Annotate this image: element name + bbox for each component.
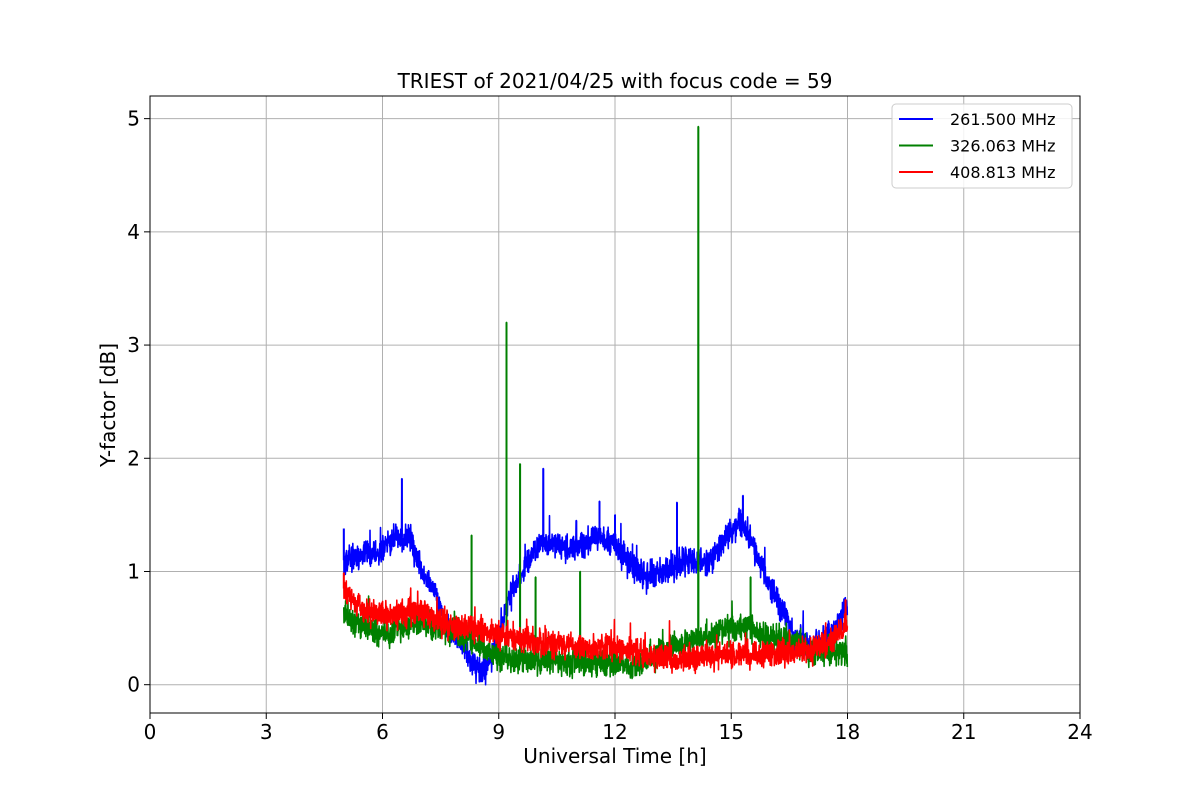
legend-label: 326.063 MHz [950,137,1055,156]
x-tick-label: 3 [260,720,273,744]
x-tick-label: 12 [602,720,627,744]
series-layer [342,125,849,686]
legend: 261.500 MHz 326.063 MHz 408.813 MHz [891,103,1073,189]
y-tick-label: 1 [127,559,140,583]
y-axis-label: Y-factor [dB] [96,343,120,468]
x-tick-label: 24 [1067,720,1092,744]
x-tick-label: 21 [951,720,976,744]
legend-label: 261.500 MHz [950,110,1055,129]
x-tick-label: 15 [719,720,744,744]
series-line-0 [342,467,849,686]
legend-box [891,103,1073,189]
x-tick-label: 9 [492,720,505,744]
x-axis-label: Universal Time [h] [523,744,706,768]
x-tick-label: 0 [144,720,157,744]
y-tick-label: 5 [127,107,140,131]
legend-label: 408.813 MHz [950,163,1055,182]
chart-title: TRIEST of 2021/04/25 with focus code = 5… [397,69,833,93]
series-line-2 [343,572,849,675]
y-tick-label: 0 [127,673,140,697]
x-tick-label: 18 [835,720,860,744]
y-axis-ticks: 0 1 2 3 4 5 [127,107,150,697]
y-tick-label: 2 [127,446,140,470]
x-tick-label: 6 [376,720,389,744]
x-axis-ticks: 0 3 6 9 12 15 18 21 24 [144,713,1093,744]
series-line-1 [343,125,849,680]
y-tick-label: 4 [127,220,140,244]
y-tick-label: 3 [127,333,140,357]
